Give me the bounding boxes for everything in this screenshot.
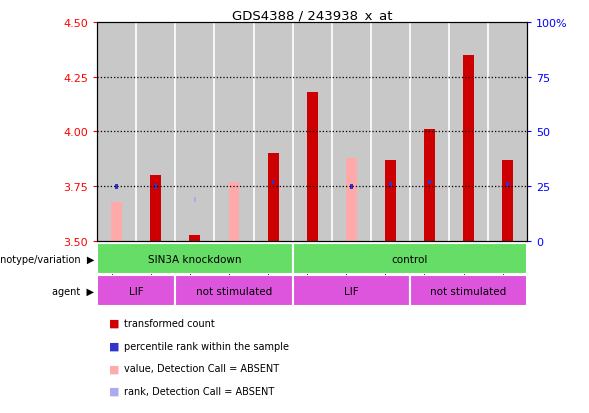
Bar (253, 23, 293, 242)
Text: genotype/variation  ▶: genotype/variation ▶ (0, 254, 94, 264)
Bar (307, 93, 317, 242)
Text: ■: ■ (109, 318, 120, 328)
Bar (154, 185, 157, 189)
Text: not stimulated: not stimulated (431, 286, 507, 296)
Bar (214, 23, 253, 242)
Bar (190, 235, 200, 242)
Bar (311, 276, 313, 281)
Bar (424, 130, 435, 242)
Text: agent  ▶: agent ▶ (52, 286, 94, 296)
Bar (229, 183, 240, 242)
Title: GDS4388 / 243938_x_at: GDS4388 / 243938_x_at (232, 9, 392, 21)
Bar (346, 159, 357, 242)
Bar (371, 23, 410, 242)
Bar (293, 275, 410, 306)
Text: percentile rank within the sample: percentile rank within the sample (124, 341, 289, 351)
Bar (293, 244, 527, 275)
Text: ■: ■ (109, 386, 120, 396)
Bar (97, 244, 293, 275)
Bar (97, 275, 176, 306)
Bar (467, 274, 470, 279)
Bar (97, 23, 136, 242)
Bar (488, 23, 527, 242)
Bar (506, 182, 509, 187)
Bar (136, 23, 176, 242)
Bar (389, 182, 392, 187)
Bar (410, 23, 449, 242)
Bar (293, 23, 332, 242)
Text: ■: ■ (109, 341, 120, 351)
Bar (502, 161, 513, 242)
Bar (385, 161, 396, 242)
Text: transformed count: transformed count (124, 318, 214, 328)
Text: not stimulated: not stimulated (196, 286, 272, 296)
Bar (115, 185, 118, 189)
Text: LIF: LIF (129, 286, 144, 296)
Bar (428, 180, 431, 185)
Bar (410, 275, 527, 306)
Bar (176, 275, 293, 306)
Bar (332, 23, 371, 242)
Bar (449, 23, 488, 242)
Bar (350, 185, 353, 189)
Bar (150, 176, 161, 242)
Bar (111, 202, 122, 242)
Text: control: control (392, 254, 428, 264)
Text: rank, Detection Call = ABSENT: rank, Detection Call = ABSENT (124, 386, 274, 396)
Text: ■: ■ (109, 363, 120, 373)
Bar (272, 180, 274, 185)
Text: SIN3A knockdown: SIN3A knockdown (148, 254, 241, 264)
Bar (194, 197, 196, 202)
Bar (463, 56, 474, 242)
Bar (176, 23, 214, 242)
Text: LIF: LIF (344, 286, 359, 296)
Text: value, Detection Call = ABSENT: value, Detection Call = ABSENT (124, 363, 279, 373)
Bar (267, 154, 279, 242)
